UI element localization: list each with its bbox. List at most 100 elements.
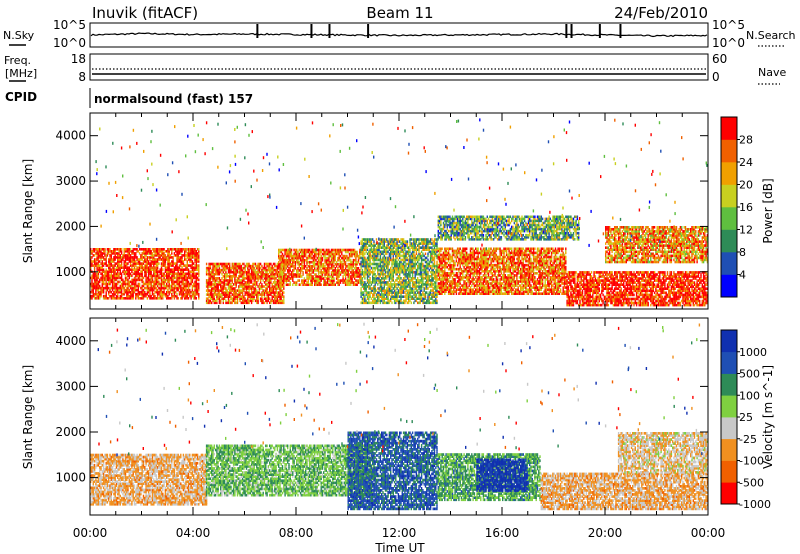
heatmap-cell (264, 281, 265, 284)
heatmap-cell (162, 268, 163, 271)
heatmap-cell (135, 293, 136, 296)
heatmap-cell (300, 249, 301, 252)
heatmap-cell (237, 293, 238, 296)
heatmap-cell (358, 255, 359, 258)
heatmap-cell (263, 279, 264, 282)
heatmap-cell (218, 281, 219, 284)
date-title: 24/Feb/2010 (614, 4, 708, 22)
heatmap-cell (371, 271, 372, 274)
heatmap-cell (129, 248, 130, 251)
heatmap-cell (152, 285, 153, 288)
heatmap-cell (405, 279, 406, 282)
heatmap-cell (181, 254, 182, 257)
heatmap-cell (317, 257, 318, 260)
heatmap-cell (266, 263, 267, 266)
heatmap-cell (336, 269, 337, 272)
heatmap-cell (278, 249, 279, 252)
heatmap-cell (418, 279, 419, 282)
heatmap-cell (252, 291, 253, 294)
heatmap-cell (124, 297, 125, 300)
heatmap-cell (416, 293, 417, 296)
heatmap-cell (116, 273, 117, 276)
heatmap-cell (377, 263, 378, 266)
heatmap-cell (176, 293, 177, 296)
heatmap-cell (172, 268, 173, 271)
heatmap-cell (321, 255, 322, 258)
heatmap-cell (224, 263, 225, 266)
heatmap-cell (357, 279, 358, 282)
heatmap-cell (281, 249, 282, 252)
heatmap-cell (417, 297, 418, 300)
heatmap-cell (364, 281, 365, 284)
heatmap-cell (108, 248, 109, 251)
heatmap-cell (342, 275, 343, 278)
heatmap-cell (167, 285, 168, 288)
heatmap-cell (117, 287, 118, 290)
heatmap-cell (274, 269, 275, 272)
heatmap-cell (136, 248, 137, 251)
heatmap-cell (130, 273, 131, 276)
heatmap-cell (416, 257, 417, 260)
beam-title: Beam 11 (366, 4, 433, 22)
heatmap-cell (409, 238, 410, 241)
heatmap-cell (216, 283, 217, 286)
heatmap-cell (251, 265, 252, 268)
heatmap-cell (189, 248, 190, 251)
heatmap-cell (256, 281, 257, 284)
heatmap-cell (284, 259, 285, 262)
heatmap-cell (126, 277, 127, 280)
heatmap-cell (337, 263, 338, 266)
heatmap-cell (148, 260, 149, 263)
heatmap-cell (273, 281, 274, 284)
heatmap-cell (350, 259, 351, 262)
heatmap-cell (386, 302, 387, 305)
heatmap-cell (421, 251, 422, 254)
heatmap-cell (308, 249, 309, 252)
heatmap-cell (371, 238, 372, 241)
heatmap-cell (411, 302, 412, 305)
heatmap-cell (125, 270, 126, 273)
heatmap-cell (299, 283, 300, 286)
heatmap-cell (362, 291, 363, 294)
heatmap-cell (243, 271, 244, 274)
heatmap-cell (227, 302, 228, 305)
heatmap-cell (324, 279, 325, 282)
heatmap-cell (129, 281, 130, 284)
heatmap-cell (184, 273, 185, 276)
heatmap-cell (232, 297, 233, 300)
heatmap-cell (390, 295, 391, 298)
heatmap-cell (104, 287, 105, 290)
heatmap-cell (293, 273, 294, 276)
heatmap-cell (333, 253, 334, 256)
heatmap-cell (387, 240, 388, 243)
heatmap-cell (299, 279, 300, 282)
heatmap-cell (221, 263, 222, 266)
heatmap-cell (190, 264, 191, 267)
heatmap-cell (117, 248, 118, 251)
heatmap-cell (393, 238, 394, 241)
heatmap-cell (192, 248, 193, 251)
heatmap-cell (170, 297, 171, 300)
heatmap-cell (102, 248, 103, 251)
heatmap-cell (409, 279, 410, 282)
heatmap-cell (353, 281, 354, 284)
heatmap-cell (417, 244, 418, 247)
heatmap-cell (363, 271, 364, 274)
heatmap-cell (154, 266, 155, 269)
heatmap-cell (411, 253, 412, 256)
heatmap-cell (297, 251, 298, 254)
heatmap-cell (149, 279, 150, 282)
heatmap-cell (166, 256, 167, 259)
freq-tick-top: 18 (71, 52, 86, 66)
heatmap-cell (207, 273, 208, 276)
heatmap-cell (156, 248, 157, 251)
heatmap-cell (147, 297, 148, 300)
heatmap-cell (385, 281, 386, 284)
heatmap-cell (232, 285, 233, 288)
heatmap-cell (175, 281, 176, 284)
heatmap-cell (403, 238, 404, 241)
heatmap-cell (363, 242, 364, 245)
heatmap-cell (122, 297, 123, 300)
heatmap-cell (398, 244, 399, 247)
heatmap-cell (260, 267, 261, 270)
